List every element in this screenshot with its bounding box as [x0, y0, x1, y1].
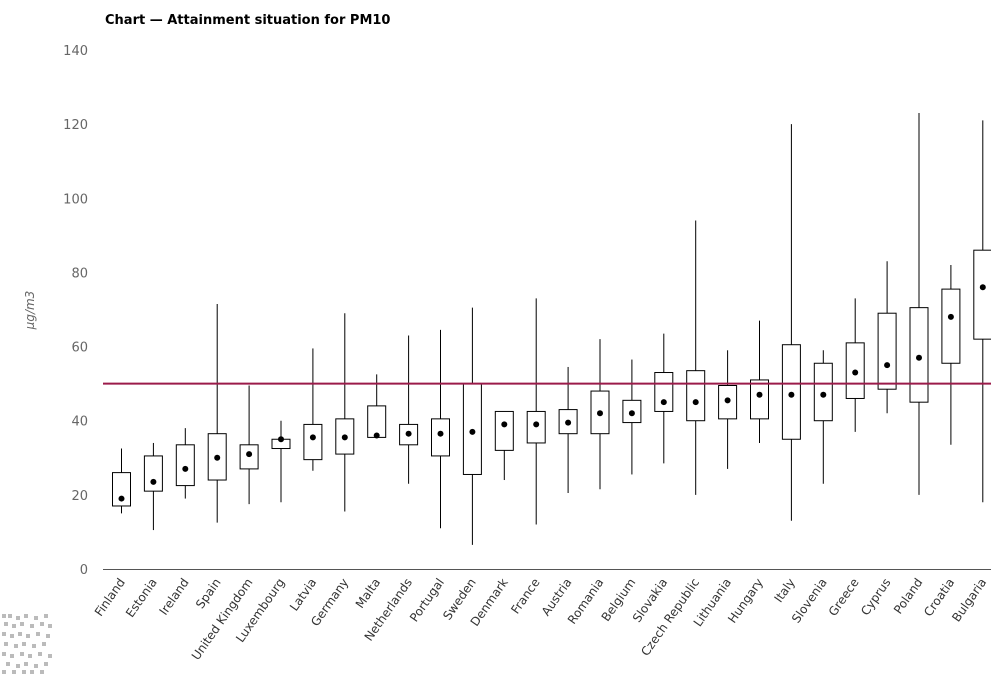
box	[303, 423, 323, 461]
box-netherlands	[399, 335, 419, 484]
median-point	[533, 421, 540, 428]
y-tick-label: 100	[63, 192, 88, 207]
box-bulgaria	[973, 120, 991, 503]
x-tick-label: Latvia	[287, 576, 319, 614]
y-tick-label: 20	[71, 489, 88, 504]
median-point	[246, 451, 253, 458]
box-italy	[781, 124, 801, 521]
median-point	[916, 354, 922, 361]
y-tick-label: 0	[80, 563, 88, 578]
y-axis-ticks: 0 20 40 60 80 100 120 140	[63, 44, 88, 578]
x-tick-label: Estonia	[123, 576, 160, 620]
median-point	[373, 432, 380, 439]
median-point	[724, 397, 731, 404]
box-spain	[207, 303, 227, 523]
box-croatia	[941, 265, 961, 445]
median-point	[405, 430, 412, 437]
median-point	[947, 313, 954, 320]
median-point	[182, 465, 189, 472]
box-portugal	[431, 329, 450, 529]
box-ireland	[175, 428, 195, 499]
box-greece	[845, 298, 865, 432]
box-belgium	[622, 359, 642, 475]
box-germany	[335, 313, 355, 512]
y-tick-label: 80	[71, 266, 88, 281]
median-point	[660, 399, 667, 406]
median-point	[118, 495, 125, 502]
box-denmark	[494, 410, 514, 481]
box-romania	[590, 339, 610, 490]
box-malta	[367, 374, 387, 439]
box-latvia	[303, 348, 323, 471]
x-tick-label: Malta	[353, 576, 383, 611]
x-tick-label: Cyprus	[858, 576, 893, 618]
x-tick-label: France	[508, 576, 542, 617]
median-point	[884, 362, 891, 369]
box-hungary	[750, 320, 769, 443]
median-point	[437, 430, 444, 437]
median-point	[597, 410, 603, 417]
x-tick-label: Spain	[193, 576, 224, 611]
median-point	[501, 421, 508, 428]
box	[494, 410, 514, 451]
box-slovenia	[813, 350, 833, 484]
y-tick-label: 120	[63, 118, 88, 133]
box-cyprus	[877, 261, 897, 414]
box-austria	[558, 366, 578, 494]
median-point	[469, 428, 476, 435]
box	[175, 444, 195, 487]
box-estonia	[143, 442, 163, 531]
box-finland	[112, 448, 131, 514]
y-tick-label: 60	[71, 341, 88, 356]
x-tick-label: Ireland	[156, 576, 191, 618]
box	[143, 455, 163, 492]
box-sweden	[462, 307, 482, 545]
x-tick-label: Poland	[891, 576, 925, 617]
box	[877, 312, 897, 390]
box-slovakia	[654, 333, 674, 464]
median-point	[788, 391, 795, 398]
chart-title: Chart — Attainment situation for PM10	[105, 13, 390, 28]
box	[112, 472, 131, 507]
box-luxembourg	[271, 420, 291, 503]
median-point	[341, 434, 348, 441]
box	[431, 418, 450, 457]
median-point	[852, 369, 859, 376]
median-point	[278, 436, 284, 443]
qr-code-icon	[0, 612, 54, 676]
median-point	[628, 410, 635, 417]
median-point	[756, 391, 763, 398]
box	[941, 288, 961, 364]
y-tick-label: 40	[71, 415, 88, 430]
median-point	[820, 391, 827, 398]
box-czech-republic	[686, 220, 706, 495]
median-point	[979, 284, 986, 291]
box	[686, 370, 706, 422]
median-point	[692, 399, 699, 406]
box	[654, 372, 674, 412]
median-point	[309, 434, 316, 441]
median-point	[214, 454, 221, 461]
x-tick-label: Italy	[771, 576, 797, 605]
y-tick-label: 140	[63, 44, 88, 59]
y-axis-label: µg/m3	[23, 291, 37, 331]
box-poland	[909, 113, 929, 495]
median-point	[565, 419, 572, 426]
x-tick-label: Greece	[826, 576, 862, 619]
box	[973, 249, 991, 340]
box-lithuania	[718, 350, 738, 469]
box-united-kingdom	[239, 385, 259, 505]
median-point	[150, 478, 157, 485]
box	[750, 379, 769, 420]
box-series	[112, 113, 991, 545]
box-france	[526, 298, 546, 525]
